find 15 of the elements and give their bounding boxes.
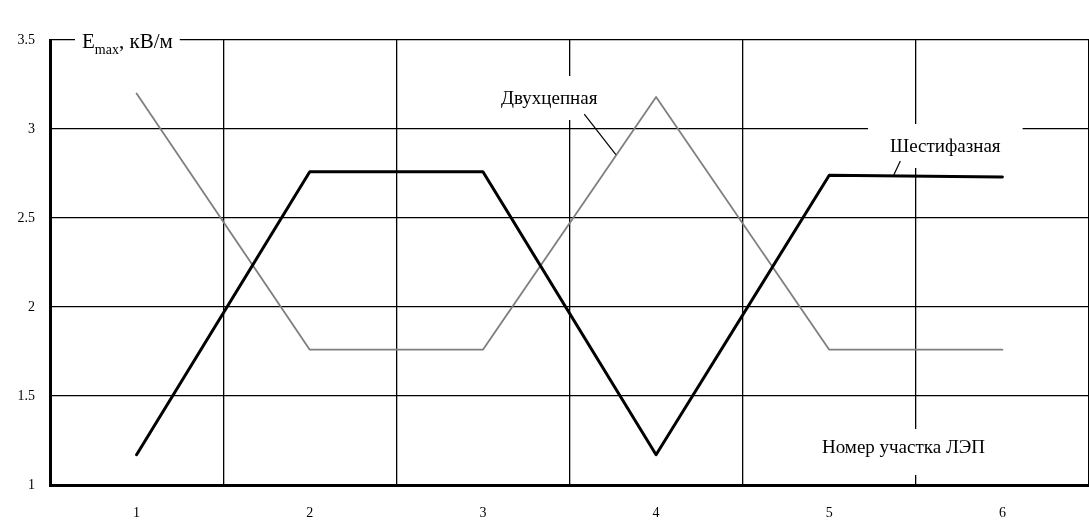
- x-axis-title: Номер участка ЛЭП: [822, 436, 986, 457]
- series-label: Шестифазная: [890, 134, 1001, 156]
- y-tick-label: 3: [28, 120, 35, 136]
- x-tick-label: 3: [479, 505, 487, 521]
- x-tick-label: 4: [652, 505, 660, 521]
- y-tick-label: 2.5: [17, 209, 35, 225]
- text: Двухцепная: [501, 87, 598, 109]
- x-tick-label: 6: [998, 505, 1006, 521]
- y-tick-label: 1.5: [17, 387, 35, 403]
- x-tick-label: 5: [825, 505, 833, 521]
- y-tick-label: 1: [28, 476, 35, 492]
- x-tick-label: 1: [133, 505, 141, 521]
- y-tick-label: 2: [28, 298, 35, 314]
- y-tick-label: 3.5: [17, 31, 35, 47]
- x-tick-label: 2: [306, 505, 314, 521]
